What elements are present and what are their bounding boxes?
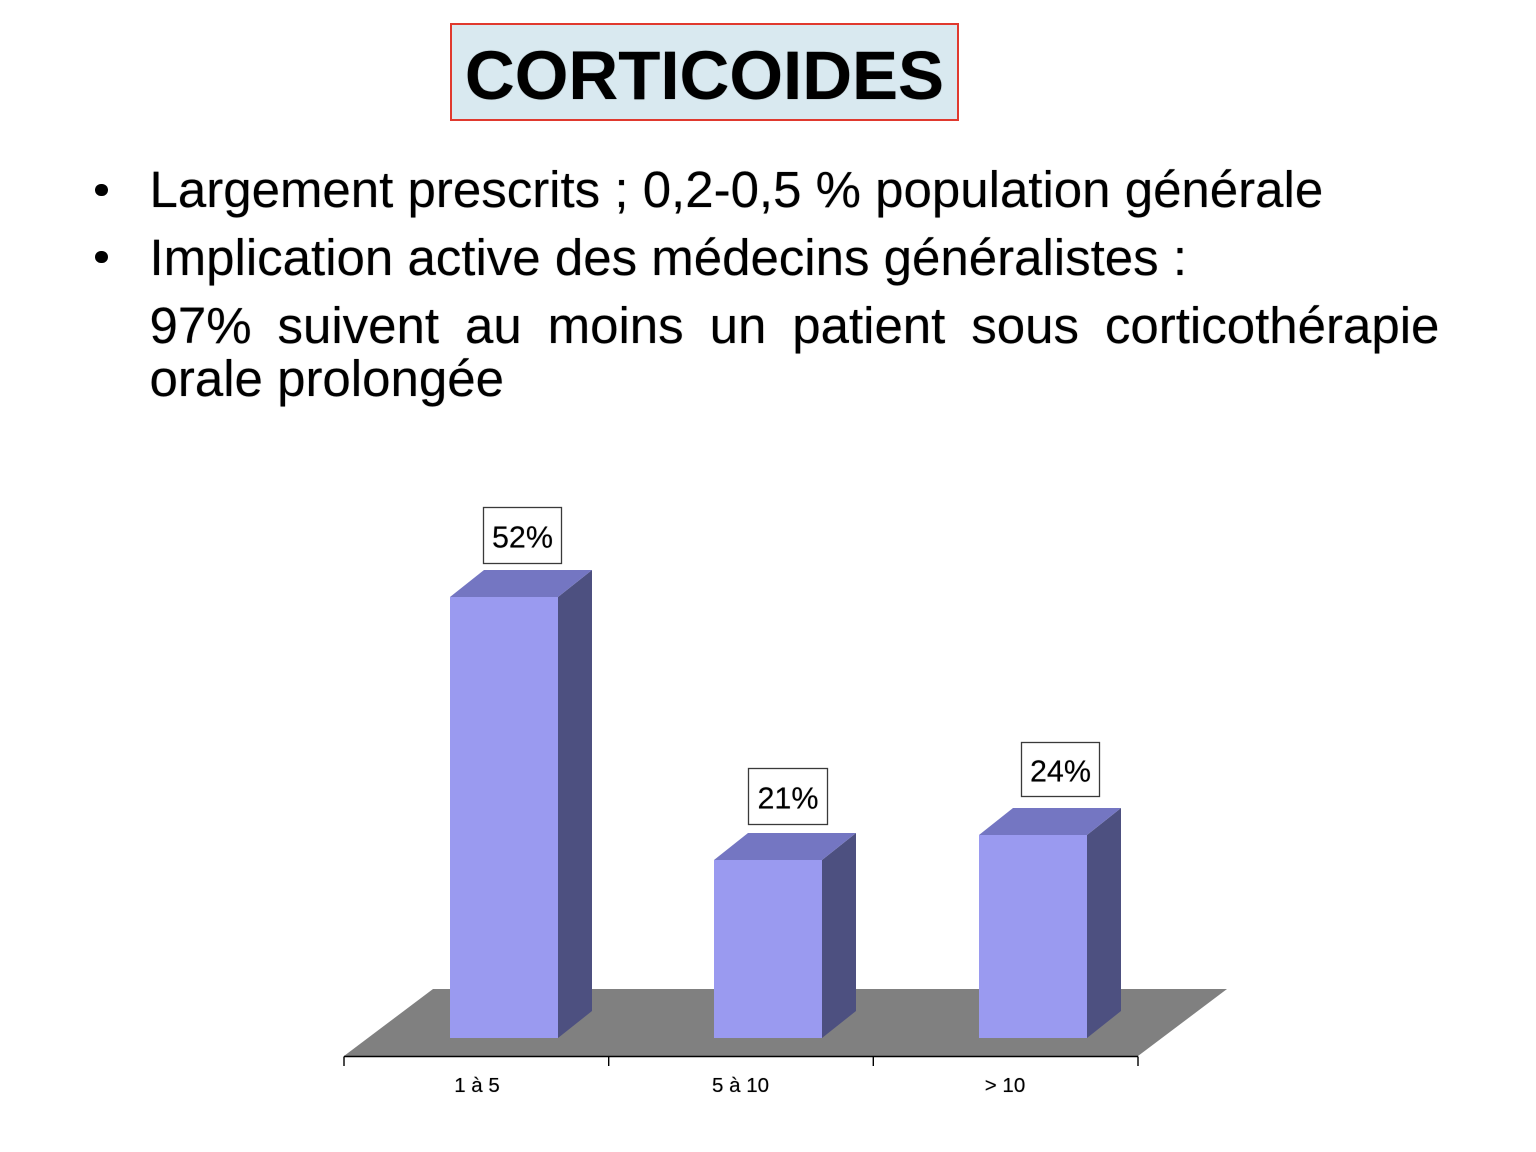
svg-text:> 10: > 10 bbox=[985, 1074, 1025, 1097]
svg-text:21%: 21% bbox=[757, 782, 818, 816]
svg-text:24%: 24% bbox=[1030, 755, 1091, 789]
svg-text:52%: 52% bbox=[492, 521, 553, 555]
svg-text:5 à 10: 5 à 10 bbox=[712, 1074, 769, 1097]
svg-text:1 à 5: 1 à 5 bbox=[454, 1074, 500, 1097]
